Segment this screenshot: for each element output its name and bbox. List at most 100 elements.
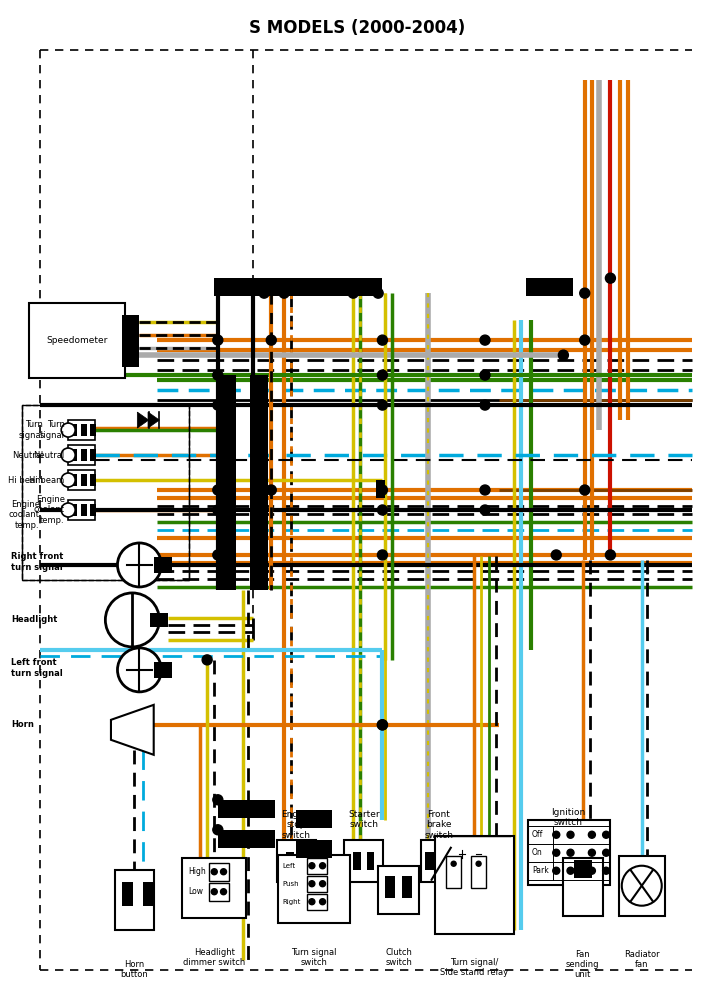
Circle shape [476, 861, 481, 866]
Circle shape [377, 550, 387, 560]
Circle shape [319, 899, 326, 905]
Bar [619, 856, 665, 916]
Circle shape [211, 869, 217, 875]
Bar [277, 840, 316, 882]
Circle shape [213, 550, 223, 560]
Circle shape [61, 423, 75, 437]
Bar [72, 474, 78, 486]
Circle shape [580, 288, 590, 298]
Circle shape [213, 370, 223, 380]
Text: Push: Push [282, 881, 299, 887]
Bar [91, 504, 96, 516]
Circle shape [377, 720, 387, 730]
Polygon shape [111, 705, 154, 755]
Circle shape [602, 849, 610, 856]
Circle shape [480, 505, 490, 515]
Circle shape [558, 350, 568, 360]
Bar [385, 876, 395, 898]
Text: High: High [188, 867, 205, 876]
Circle shape [480, 400, 490, 410]
Circle shape [553, 831, 560, 838]
Circle shape [377, 335, 387, 345]
Polygon shape [148, 412, 160, 428]
Circle shape [118, 543, 161, 587]
Bar [528, 820, 610, 885]
Circle shape [309, 899, 315, 905]
Circle shape [61, 503, 75, 517]
Circle shape [309, 863, 315, 869]
Text: Engine
coolant
temp.: Engine coolant temp. [34, 495, 65, 525]
Text: On: On [532, 848, 543, 857]
Circle shape [480, 370, 490, 380]
Circle shape [602, 831, 610, 838]
Bar [421, 840, 456, 882]
Circle shape [553, 849, 560, 856]
Bar [401, 876, 411, 898]
Bar [425, 852, 436, 870]
Circle shape [118, 648, 161, 692]
Circle shape [480, 485, 490, 495]
Bar [68, 445, 96, 465]
Text: Headlight
dimmer switch: Headlight dimmer switch [183, 948, 245, 967]
Text: Front
brake
switch: Front brake switch [424, 810, 453, 840]
Bar [574, 860, 592, 878]
Bar [154, 662, 172, 678]
Circle shape [279, 288, 289, 298]
Text: Horn
button: Horn button [120, 960, 148, 979]
Bar [218, 830, 275, 848]
Bar [72, 424, 78, 436]
Bar [81, 449, 87, 461]
Bar [143, 882, 155, 906]
Circle shape [588, 849, 595, 856]
Text: Neutral: Neutral [12, 451, 43, 460]
Bar [378, 866, 419, 914]
Bar [299, 852, 307, 870]
Text: Turn
signal: Turn signal [19, 420, 43, 440]
Circle shape [567, 849, 574, 856]
Text: Park: Park [532, 866, 549, 875]
Circle shape [602, 867, 610, 874]
Bar [81, 474, 87, 486]
Circle shape [622, 866, 662, 906]
Bar [122, 882, 133, 906]
Bar [471, 856, 486, 888]
Bar [210, 883, 230, 901]
Circle shape [309, 881, 315, 887]
Bar [68, 500, 96, 520]
Text: Engine
coolant
temp.: Engine coolant temp. [9, 500, 40, 530]
Text: S MODELS (2000-2004): S MODELS (2000-2004) [249, 19, 465, 37]
Circle shape [377, 370, 387, 380]
Circle shape [213, 335, 223, 345]
Text: Off: Off [532, 830, 543, 839]
Circle shape [213, 825, 223, 835]
Text: Left front
turn signal: Left front turn signal [11, 658, 63, 678]
Bar [215, 278, 381, 296]
Bar [376, 480, 384, 498]
Text: Hi beam: Hi beam [8, 476, 43, 485]
Text: Hi beam: Hi beam [29, 476, 65, 485]
Bar [72, 449, 78, 461]
Bar [278, 855, 349, 923]
Circle shape [213, 400, 223, 410]
Circle shape [377, 505, 387, 515]
Circle shape [220, 889, 227, 895]
Text: Ignition
switch: Ignition switch [551, 808, 585, 827]
Circle shape [319, 881, 326, 887]
Text: Neutral: Neutral [34, 451, 65, 460]
Bar [91, 474, 96, 486]
Bar [286, 852, 294, 870]
Bar [91, 424, 96, 436]
Circle shape [551, 550, 561, 560]
Bar [218, 800, 275, 818]
Circle shape [348, 288, 358, 298]
Circle shape [266, 335, 276, 345]
Circle shape [213, 485, 223, 495]
Circle shape [377, 485, 387, 495]
Bar [22, 405, 190, 580]
Text: Engine
stop
switch: Engine stop switch [281, 810, 312, 840]
Bar [183, 858, 246, 918]
Circle shape [580, 485, 590, 495]
Circle shape [61, 473, 75, 487]
Text: Horn: Horn [11, 720, 34, 729]
Text: Right front
turn signal: Right front turn signal [11, 552, 63, 572]
